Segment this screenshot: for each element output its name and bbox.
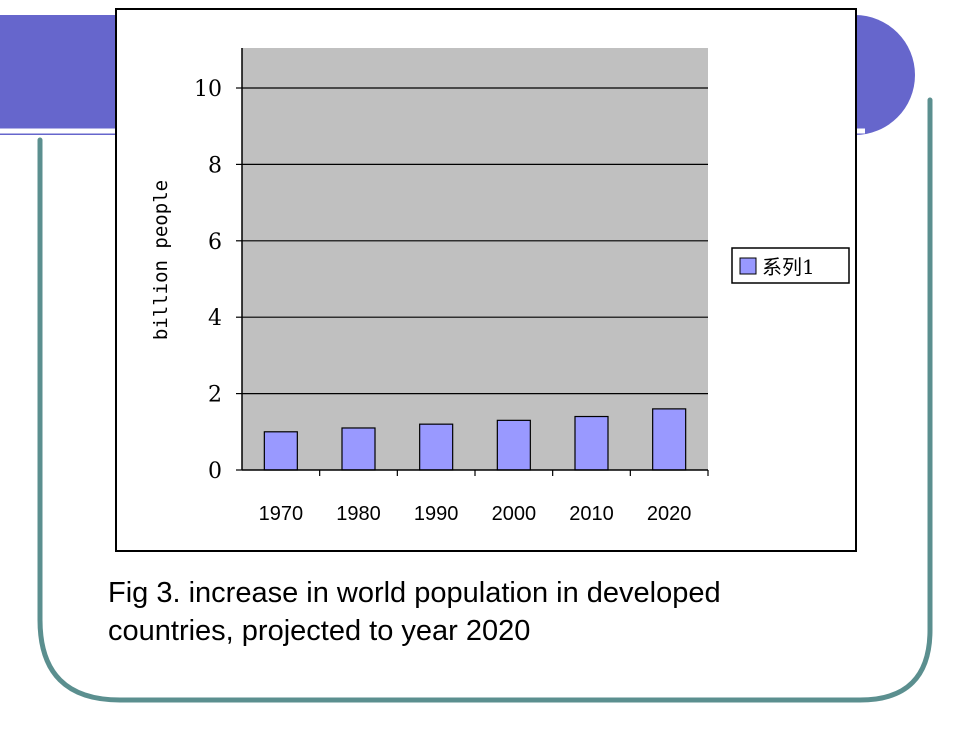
bar-2010 — [574, 415, 609, 471]
bar-chart: 0 2 4 6 8 10 1970 1980 1990 2000 2010 2020 billion… — [150, 48, 850, 525]
y-tick-label: 6 — [208, 230, 222, 255]
plot-area — [242, 48, 708, 470]
x-tick-label: 2020 — [647, 503, 692, 525]
y-tick-label: 2 — [208, 383, 222, 408]
y-tick-label: 4 — [208, 306, 222, 331]
figure-caption: Fig 3. increase in world population in d… — [108, 574, 868, 650]
bar-1990 — [419, 423, 454, 471]
bar-2000 — [496, 419, 531, 471]
x-tick-label: 1990 — [414, 503, 459, 525]
x-tick-labels: 1970 1980 1990 2000 2010 2020 — [259, 470, 709, 525]
caption-line-1: Fig 3. increase in world population in d… — [108, 577, 721, 609]
slide-content-border — [37, 97, 933, 703]
bar-2020 — [652, 408, 687, 471]
y-tick-label: 8 — [208, 153, 222, 178]
legend-swatch — [739, 257, 757, 275]
y-tick-label: 10 — [194, 77, 222, 102]
bar-1980 — [341, 427, 376, 471]
y-tick-label: 0 — [208, 459, 222, 484]
legend: 系列1 — [731, 247, 850, 284]
y-axis-label: billion people — [150, 180, 172, 340]
caption-line-2: countries, projected to year 2020 — [108, 615, 531, 647]
bars — [263, 408, 687, 471]
x-tick-label: 2000 — [492, 503, 537, 525]
x-tick-label: 1980 — [336, 503, 381, 525]
bar-1970 — [263, 431, 298, 471]
y-tick-labels: 0 2 4 6 8 10 — [194, 77, 242, 484]
legend-label: 系列1 — [762, 255, 815, 279]
gridlines — [242, 87, 708, 395]
x-tick-label: 1970 — [259, 503, 304, 525]
x-tick-label: 2010 — [569, 503, 614, 525]
chart-panel: 0 2 4 6 8 10 1970 1980 1990 2000 2010 2020 billion… — [115, 8, 857, 552]
